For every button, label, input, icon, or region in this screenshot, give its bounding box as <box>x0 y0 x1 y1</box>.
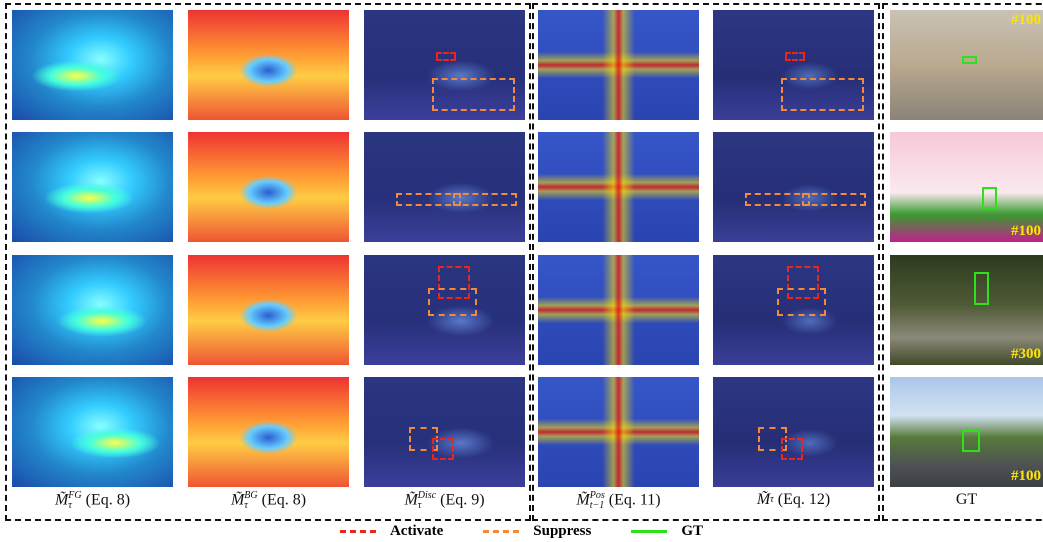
equation-ref: (Eq. 8) <box>261 491 307 509</box>
bbox <box>745 192 810 206</box>
heatmap <box>713 10 874 120</box>
equation-ref: (Eq. 9) <box>440 491 485 509</box>
superscript: BG <box>244 490 258 501</box>
column-caption: M̃ Pos t−1 (Eq. 11) <box>538 491 699 511</box>
scripts: FG τ <box>68 491 81 511</box>
bbox <box>436 51 456 61</box>
symbol: M̃ <box>54 491 69 509</box>
column-caption: M̃ τ (Eq. 12) <box>713 491 874 509</box>
heatmap <box>12 132 173 242</box>
heatmap <box>188 255 349 365</box>
bbox <box>438 266 471 299</box>
legend-label: Activate <box>389 523 444 539</box>
column-caption: M̃ FG τ (Eq. 8) <box>12 491 173 511</box>
bbox <box>431 437 455 460</box>
heatmap <box>538 132 699 242</box>
subscript: τ <box>417 500 422 511</box>
group-box <box>5 3 531 521</box>
column-caption: M̃ BG τ (Eq. 8) <box>188 491 349 511</box>
heatmap <box>188 132 349 242</box>
gt-bbox <box>961 56 978 64</box>
gt-image: #300 <box>890 255 1043 365</box>
heatmap <box>188 10 349 120</box>
legend: Activate Suppress GT <box>0 523 1043 540</box>
bbox <box>452 192 517 206</box>
bbox <box>780 78 865 112</box>
subscript: t−1 <box>589 500 605 511</box>
column-caption: M̃ Disc τ (Eq. 9) <box>364 491 525 511</box>
heatmap <box>188 377 349 487</box>
legend-swatch <box>631 530 668 533</box>
subscript: τ <box>68 500 72 511</box>
group-box <box>882 3 1043 521</box>
symbol: M̃ <box>230 491 245 509</box>
gt-image: #100 <box>890 10 1043 120</box>
scripts: Pos t−1 <box>590 491 605 511</box>
scripts: BG τ <box>244 491 257 511</box>
heatmap <box>364 132 525 242</box>
symbol: M̃ <box>756 491 771 508</box>
frame-number: #100 <box>1011 468 1041 484</box>
equation-ref: (Eq. 8) <box>85 491 131 509</box>
heatmap <box>713 255 874 365</box>
equation-ref: (Eq. 12) <box>777 491 831 508</box>
subscript: τ <box>244 500 248 511</box>
gt-image: #100 <box>890 377 1043 487</box>
heatmap <box>364 10 525 120</box>
legend-label: Suppress <box>533 523 592 539</box>
heatmap <box>713 377 874 487</box>
bbox <box>431 78 516 112</box>
heatmap <box>538 255 699 365</box>
gt-bbox <box>981 187 998 209</box>
heatmap <box>12 10 173 120</box>
legend-item: Suppress <box>483 523 591 540</box>
superscript: Pos <box>589 490 605 501</box>
legend-item: Activate <box>339 523 444 540</box>
gt-image: #100 <box>890 132 1043 242</box>
legend-swatch <box>483 530 520 533</box>
frame-number: #300 <box>1011 346 1041 362</box>
legend-item: GT <box>631 523 703 540</box>
heatmap <box>538 377 699 487</box>
symbol: M̃ <box>404 491 418 509</box>
heatmap <box>364 377 525 487</box>
equation-ref: (Eq. 11) <box>608 491 661 509</box>
symbol: M̃ <box>576 491 590 509</box>
bbox <box>785 51 805 61</box>
legend-label: GT <box>681 523 704 539</box>
gt-bbox <box>961 429 981 452</box>
bbox <box>396 192 461 206</box>
heatmap <box>12 377 173 487</box>
superscript: Disc <box>417 490 437 501</box>
scripts: Disc τ <box>418 491 436 511</box>
bbox <box>780 437 804 460</box>
scripts: τ <box>770 495 774 505</box>
bbox <box>777 288 826 316</box>
gt-bbox <box>974 271 990 305</box>
subscript: τ <box>770 494 774 506</box>
bbox <box>787 266 820 299</box>
heatmap <box>12 255 173 365</box>
frame-number: #100 <box>1011 12 1041 28</box>
group-box <box>532 3 880 521</box>
heatmap <box>538 10 699 120</box>
frame-number: #100 <box>1011 223 1041 239</box>
superscript: FG <box>68 490 82 501</box>
symbol: GT <box>955 491 978 508</box>
bbox <box>801 192 866 206</box>
heatmap <box>364 255 525 365</box>
heatmap <box>713 132 874 242</box>
column-caption: GT <box>890 491 1043 509</box>
bbox <box>428 288 477 316</box>
legend-swatch <box>339 530 376 533</box>
